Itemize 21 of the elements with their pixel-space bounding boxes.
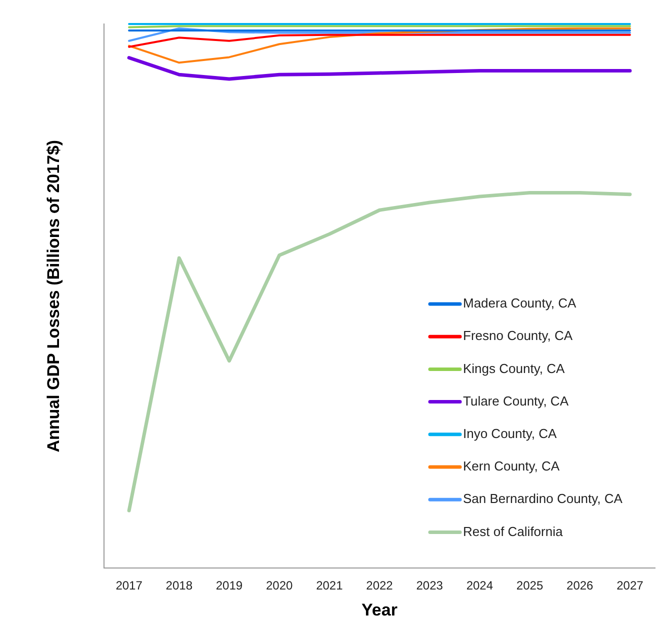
- legend-label: Fresno County, CA: [463, 328, 573, 344]
- x-tick-label: 2017: [116, 578, 143, 593]
- x-tick-label: 2022: [366, 578, 394, 593]
- x-axis-title: Year: [362, 600, 398, 620]
- legend-label: Inyo County, CA: [463, 426, 558, 441]
- legend-label: Tulare County, CA: [463, 393, 569, 408]
- legend-label: Kings County, CA: [463, 360, 565, 376]
- x-tick-label: 2027: [616, 578, 644, 593]
- x-tick-label: 2018: [166, 578, 193, 593]
- legend-label: Madera County, CA: [463, 296, 577, 311]
- y-axis-title: Annual GDP Losses (Billions of 2017$): [44, 140, 63, 452]
- legend-label: Kern County, CA: [463, 458, 560, 474]
- x-tick-label: 2025: [516, 578, 544, 593]
- x-tick-label: 2023: [416, 578, 444, 593]
- legend-label: San Bernardino County, CA: [463, 491, 623, 506]
- legend-label: Rest of California: [463, 524, 564, 539]
- x-tick-label: 2019: [216, 578, 243, 593]
- x-tick-label: 2026: [566, 578, 594, 593]
- x-tick-label: 2021: [316, 578, 344, 593]
- x-tick-label: 2020: [266, 578, 293, 593]
- x-tick-label: 2024: [466, 578, 494, 593]
